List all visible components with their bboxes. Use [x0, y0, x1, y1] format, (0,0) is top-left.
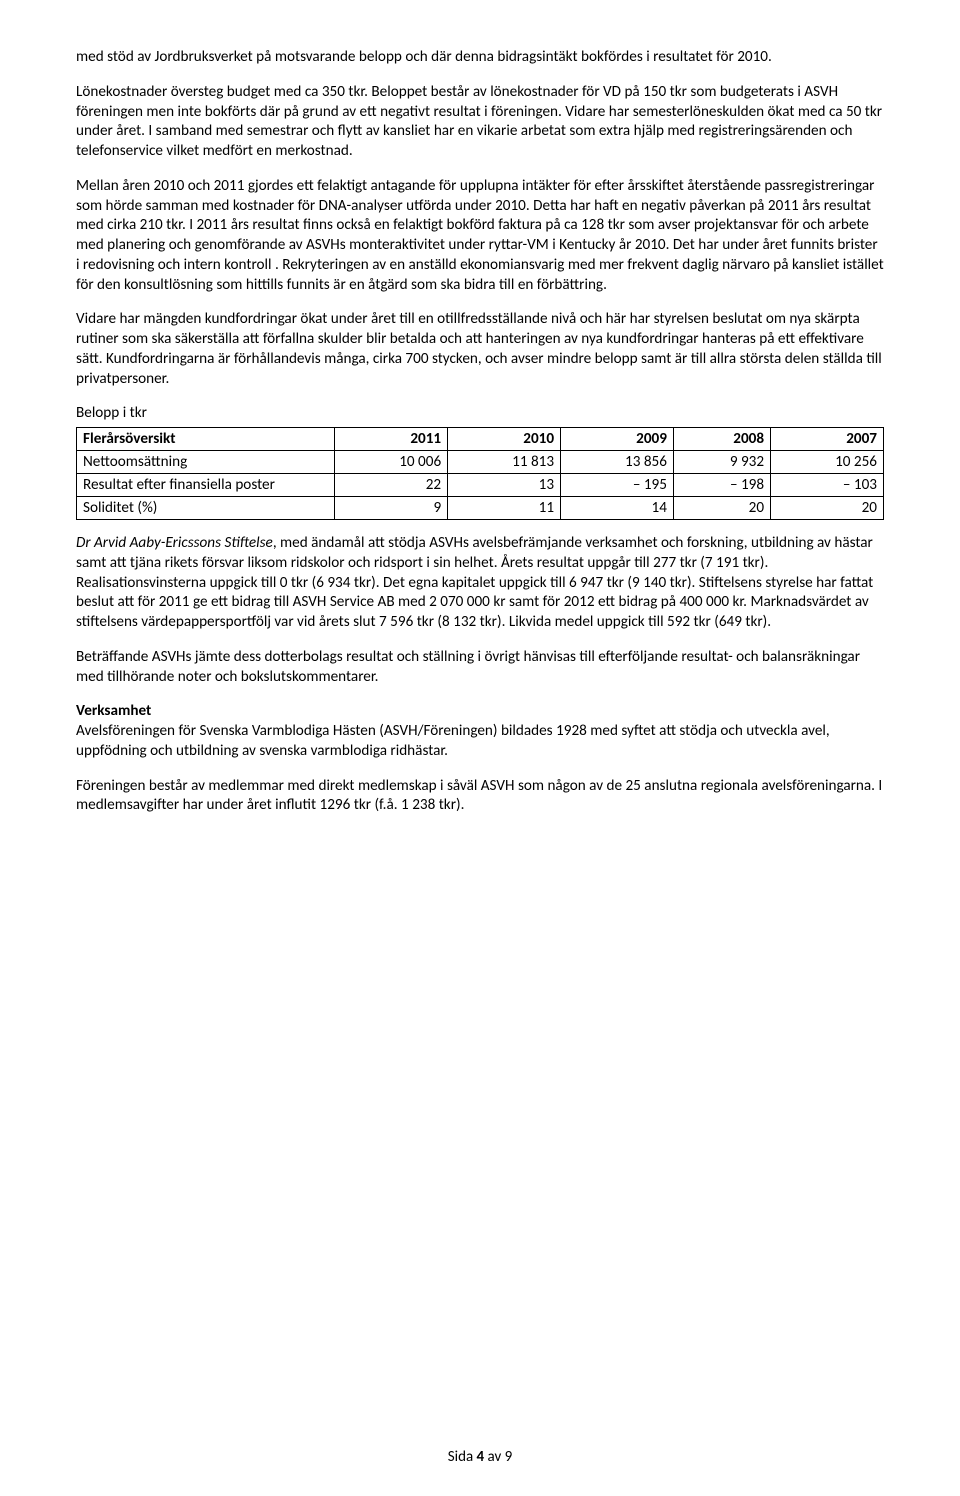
paragraph-4: Vidare har mängden kundfordringar ökat u… — [76, 310, 884, 389]
table-cell: Soliditet (%) — [77, 497, 335, 520]
table-row: Resultat efter finansiella poster 22 13 … — [77, 474, 884, 497]
table-cell: 11 813 — [448, 451, 561, 474]
table-row: Nettoomsättning 10 006 11 813 13 856 9 9… — [77, 451, 884, 474]
paragraph-2: Lönekostnader översteg budget med ca 350… — [76, 83, 884, 162]
paragraph-5: Dr Arvid Aaby-Ericssons Stiftelse, med ä… — [76, 534, 884, 633]
table-cell: 9 — [335, 497, 448, 520]
table-cell: 22 — [335, 474, 448, 497]
page-footer: Sida 4 av 9 — [0, 1448, 960, 1466]
table-header-label: Flerårsöversikt — [77, 428, 335, 451]
table-cell: 20 — [771, 497, 884, 520]
table-cell: – 198 — [673, 474, 770, 497]
table-header-year: 2009 — [561, 428, 674, 451]
financial-overview-table: Flerårsöversikt 2011 2010 2009 2008 2007… — [76, 427, 884, 520]
paragraph-8: Föreningen består av medlemmar med direk… — [76, 777, 884, 817]
table-header-year: 2011 — [335, 428, 448, 451]
footer-post: av 9 — [484, 1448, 512, 1466]
stiftelse-name: Dr Arvid Aaby-Ericssons Stiftelse — [76, 534, 273, 552]
table-cell: 20 — [673, 497, 770, 520]
table-cell: – 195 — [561, 474, 674, 497]
paragraph-7: Avelsföreningen för Svenska Varmblodiga … — [76, 722, 884, 762]
table-cell: 11 — [448, 497, 561, 520]
table-caption: Belopp i tkr — [76, 404, 884, 424]
paragraph-3: Mellan åren 2010 och 2011 gjordes ett fe… — [76, 177, 884, 296]
table-header-year: 2008 — [673, 428, 770, 451]
paragraph-6: Beträffande ASVHs jämte dess dotterbolag… — [76, 648, 884, 688]
table-header-year: 2010 — [448, 428, 561, 451]
table-cell: 13 — [448, 474, 561, 497]
table-cell: 13 856 — [561, 451, 674, 474]
table-cell: 10 006 — [335, 451, 448, 474]
table-cell: 9 932 — [673, 451, 770, 474]
table-cell: – 103 — [771, 474, 884, 497]
table-cell: Resultat efter finansiella poster — [77, 474, 335, 497]
table-cell: 10 256 — [771, 451, 884, 474]
table-cell: 14 — [561, 497, 674, 520]
heading-verksamhet: Verksamhet — [76, 702, 884, 722]
paragraph-1: med stöd av Jordbruksverket på motsvaran… — [76, 48, 884, 68]
table-cell: Nettoomsättning — [77, 451, 335, 474]
table-row: Soliditet (%) 9 11 14 20 20 — [77, 497, 884, 520]
footer-pre: Sida — [448, 1448, 477, 1466]
footer-page-num: 4 — [477, 1448, 485, 1466]
table-header-year: 2007 — [771, 428, 884, 451]
